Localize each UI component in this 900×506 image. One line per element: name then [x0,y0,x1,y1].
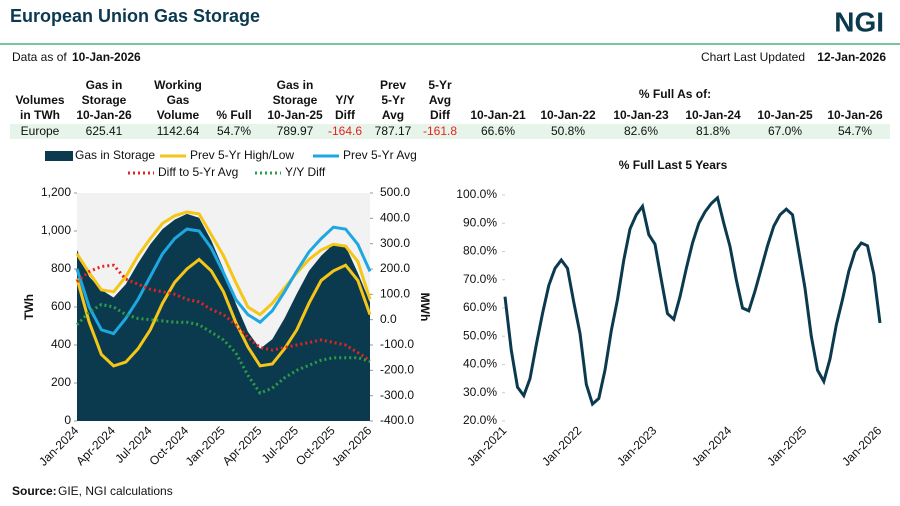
y-tick-label: 50.0% [463,328,497,342]
y-tick-label: 20.0% [463,413,497,427]
column-header: Gas in [86,78,123,92]
y2-tick-label: 300.0 [380,236,410,250]
y-tick-label: 60.0% [463,300,497,314]
y2-axis-title: MWh [418,293,432,322]
source-text: GIE, NGI calculations [58,484,173,498]
legend-label: Prev 5-Yr Avg [343,148,417,162]
line-high [75,210,372,317]
table-cell: 787.17 [375,124,412,138]
table-cell: 81.8% [696,124,730,138]
table-cell: 54.7% [838,124,872,138]
column-header: 10-Jan-22 [540,108,596,122]
y-axis-title: TWh [22,294,36,320]
y2-tick-label: 500.0 [380,185,410,199]
y-tick-label: 600 [51,299,71,313]
legend-label: Prev 5-Yr High/Low [190,148,294,162]
column-header: 10-Jan-21 [470,108,526,122]
column-header: Working [154,78,202,92]
y-tick-label: 100.0% [456,187,497,201]
legend-label: Diff to 5-Yr Avg [158,165,238,179]
column-header: Avg [382,108,404,122]
column-header: 10-Jan-23 [613,108,669,122]
line-low [75,257,372,368]
column-header: 5-Yr [428,78,452,92]
updated: 12-Jan-2026 [817,50,886,64]
table-cell: 67.0% [768,124,802,138]
column-header: Gas in [277,78,314,92]
updated-label: Chart Last Updated [701,50,805,64]
y-tick-label: 0 [64,413,71,427]
y-tick-label: 30.0% [463,385,497,399]
y-tick-label: 1,000 [41,223,71,237]
y2-tick-label: -100.0 [380,337,414,351]
y-tick-label: 90.0% [463,215,497,229]
source-label: Source: [12,484,57,498]
y-tick-label: 40.0% [463,357,497,371]
table-cell: 50.8% [551,124,585,138]
column-header: Prev [380,78,406,92]
y-tick-label: 70.0% [463,272,497,286]
dotted-line [76,263,371,362]
column-header: Diff [430,108,451,122]
column-header: 10-Jan-26 [76,108,132,122]
table-cell: 54.7% [217,124,251,138]
y2-tick-label: 200.0 [380,261,410,275]
dotted-line [75,302,371,395]
column-header: Diff [335,108,356,122]
column-header: Gas [167,93,190,107]
column-header: Volume [157,108,200,122]
column-header: Volumes [15,93,64,107]
logo: NGI [834,6,884,37]
table-cell: 1142.64 [157,124,200,138]
table-cell: 625.41 [86,124,123,138]
column-header: 10-Jan-24 [685,108,741,122]
chart-title: % Full Last 5 Years [619,158,728,172]
y2-tick-label: -400.0 [380,413,414,427]
y2-tick-label: 100.0 [380,287,410,301]
column-header: 10-Jan-26 [827,108,883,122]
y2-tick-label: -200.0 [380,363,414,377]
column-header: Storage [273,93,318,107]
table-cell: 82.6% [624,124,658,138]
column-header: 10-Jan-25 [757,108,813,122]
y-tick-label: 200 [51,375,71,389]
data-as-of-label: Data as of [12,50,67,64]
table-cell: Europe [21,124,60,138]
table-cell: -161.8 [423,124,457,138]
y2-tick-label: 0.0 [380,312,397,326]
table-cell: -164.6 [328,124,362,138]
column-header: in TWh [20,108,60,122]
page-title: European Union Gas Storage [10,6,260,26]
column-header: % Full [216,108,251,122]
column-header: 10-Jan-25 [267,108,323,122]
line [75,225,372,336]
y-tick-label: 1,200 [41,185,71,199]
legend-label: Y/Y Diff [285,165,326,179]
y-tick-label: 400 [51,337,71,351]
column-header: Avg [429,93,451,107]
y-tick-label: 80.0% [463,244,497,258]
column-header: 5-Yr [381,93,405,107]
table-cell: 66.6% [481,124,515,138]
table-group-title: % Full As of: [639,87,711,101]
column-header: Y/Y [335,93,354,107]
legend-swatch [45,151,73,161]
y2-tick-label: -300.0 [380,388,414,402]
table-cell: 789.97 [277,124,314,138]
legend-label: Gas in Storage [75,148,155,162]
y-tick-label: 800 [51,261,71,275]
row-background [10,124,890,139]
y2-tick-label: 400.0 [380,211,410,225]
column-header: Storage [82,93,127,107]
line [503,194,882,407]
data-as-of: 10-Jan-2026 [72,50,141,64]
